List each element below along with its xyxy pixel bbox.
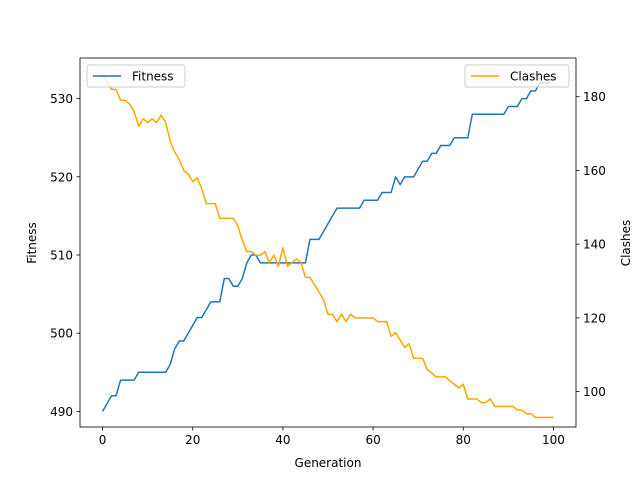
legend-fitness: Fitness [86,64,186,88]
x-axis-label: Generation [295,456,362,470]
series-line-fitness [101,74,555,412]
left-y-axis-ticks: 490 500 510 520 530 [50,92,80,419]
x-tick-label: 100 [542,433,565,447]
left-y-tick-label: 510 [50,249,73,263]
left-y-tick-label: 530 [50,92,73,106]
right-y-tick-label: 120 [583,311,606,325]
left-y-tick-label: 520 [50,170,73,184]
x-tick-label: 60 [365,433,380,447]
right-y-axis-label: Clashes [619,220,633,267]
plot-frame [79,57,577,428]
legend-fitness-label: Fitness [132,70,174,84]
right-y-tick-label: 160 [583,164,606,178]
legend-fitness-box [86,64,186,88]
left-y-tick-label: 490 [50,405,73,419]
legend-clashes-label: Clashes [510,70,557,84]
x-tick-label: 20 [185,433,200,447]
x-tick-label: 0 [99,433,107,447]
right-y-tick-label: 140 [583,238,606,252]
right-y-tick-label: 100 [583,385,606,399]
right-y-tick-label: 180 [583,90,606,104]
legend-clashes: Clashes [464,64,570,88]
left-y-tick-label: 500 [50,327,73,341]
legend-clashes-box [464,64,570,88]
series-line-clashes [101,74,554,419]
left-y-axis-label: Fitness [25,222,39,264]
right-y-axis-ticks: 100 120 140 160 180 [576,90,606,399]
plot-lines [101,74,555,419]
x-tick-label: 80 [456,433,471,447]
x-tick-label: 40 [275,433,290,447]
x-axis-ticks: 0 20 40 60 80 100 [99,427,565,447]
